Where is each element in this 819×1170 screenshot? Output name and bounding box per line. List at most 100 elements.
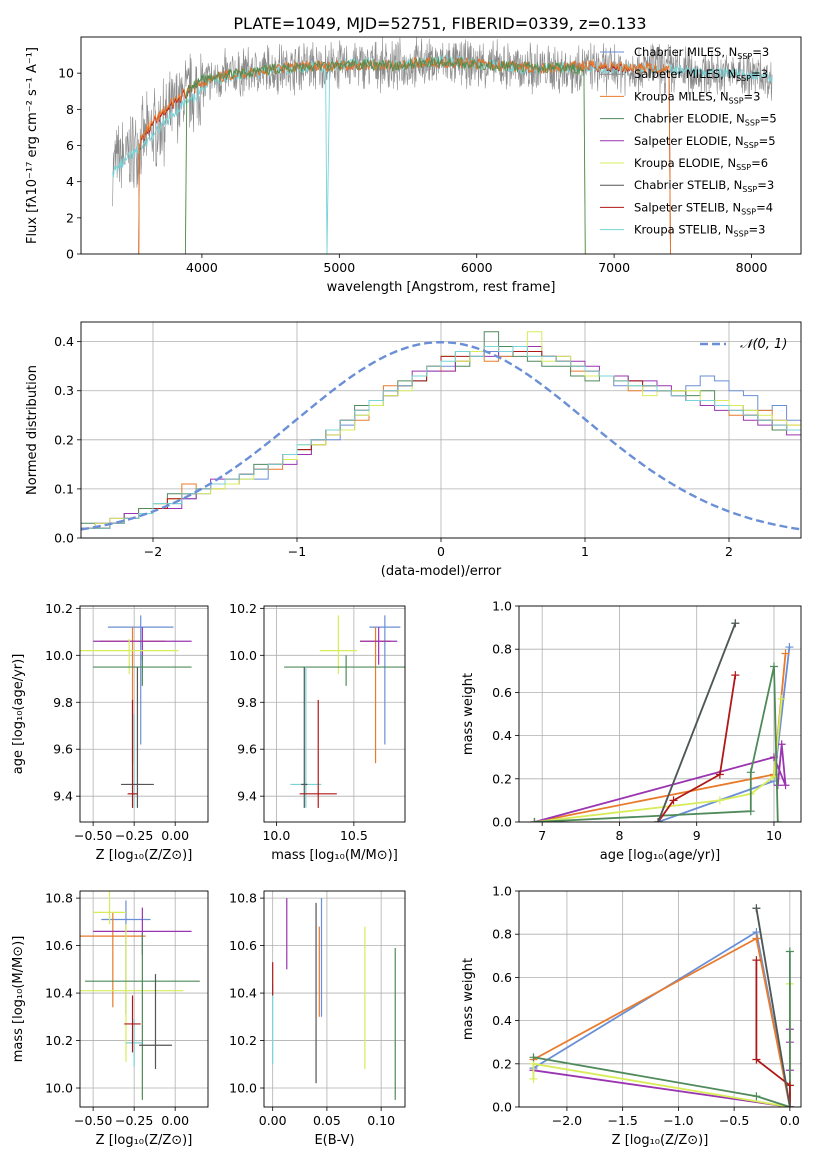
normal-curve <box>81 341 801 531</box>
mass-weight-line <box>657 622 737 822</box>
y-tick-label: 4 <box>66 174 74 189</box>
x-axis-label: E(B-V) <box>314 1133 354 1148</box>
normal-legend-label: 𝒩(0, 1) <box>740 337 787 352</box>
x-tick-label: 0.0 <box>780 1113 800 1128</box>
y-tick-label: 0.6 <box>492 970 512 985</box>
x-tick-label: −2 <box>144 544 162 559</box>
panel-age_vs_mass: 10.0 10.5 9.4 9.6 9.8 10.0 10.2 mass [log₁₀(M/M… <box>229 601 406 863</box>
legend-entry-label: Chabrier STELIB, NSSP=3 <box>634 178 774 194</box>
x-tick-label: 10 <box>766 828 782 843</box>
y-tick-label: 6 <box>66 138 74 153</box>
axes-frame <box>518 605 802 823</box>
y-axis-label: Flux [fλ10⁻¹⁷ erg cm⁻² s⁻¹ A⁻¹] <box>25 47 40 244</box>
mass-weight-line <box>657 646 791 822</box>
x-axis-label: age [log₁₀(age/yr)] <box>600 848 721 863</box>
mass-weight-point <box>781 781 790 790</box>
legend-entry-tail: =6 <box>751 156 768 170</box>
legend-entry-sub: SSP <box>734 230 749 239</box>
legend-entry-tail: =3 <box>751 67 768 81</box>
y-tick-label: 0.8 <box>492 927 512 942</box>
legend-entry-main: Kroupa STELIB, N <box>634 223 734 237</box>
legend-entry-label: Kroupa ELODIE, NSSP=6 <box>634 156 768 172</box>
y-tick-label: 0.6 <box>492 685 512 700</box>
axes-frame <box>79 605 209 823</box>
plot-area-massweight_vs_Z <box>529 904 794 1107</box>
mass-weight-point <box>785 1103 794 1107</box>
legend-entry-tail: =4 <box>756 200 773 214</box>
x-tick-label: −0.50 <box>74 828 112 843</box>
legend-entry-main: Kroupa ELODIE, N <box>634 156 736 170</box>
mass-weight-point <box>785 947 794 956</box>
figure-title: PLATE=1049, MJD=52751, FIBERID=0339, z=0… <box>233 14 646 33</box>
mass-weight-line <box>533 951 791 1107</box>
axes-frame-mass_vs_Z: −0.50 −0.25 0.00 10.0 10.2 10.4 10.6 10.8 Z [log… <box>11 890 209 1148</box>
y-axis-label: mass [log₁₀(M/M⊙)] <box>11 936 26 1063</box>
mass-weight-point <box>529 1053 538 1062</box>
x-tick-label: 10.5 <box>340 828 368 843</box>
axes-frame <box>263 890 406 1108</box>
legend-entry-tail: =3 <box>749 223 766 237</box>
x-tick-label: 2 <box>725 544 733 559</box>
panel-mass_vs_EBV: 0.00 0.05 0.10 10.0 10.2 10.4 10.6 10.8 E(B-V) <box>229 890 406 1148</box>
plot-area-age_vs_Z <box>80 615 192 808</box>
legend-entry-label: Chabrier ELODIE, NSSP=5 <box>634 112 777 128</box>
x-tick-label: 0.00 <box>161 1113 189 1128</box>
mass-weight-point <box>731 671 740 680</box>
x-tick-label: 0.05 <box>313 1113 341 1128</box>
plot-area-residual_hist <box>81 331 801 531</box>
y-tick-label: 10.0 <box>45 648 73 663</box>
y-tick-label: 0.0 <box>492 1100 512 1115</box>
mass-weight-line <box>534 698 783 822</box>
mass-weight-point <box>752 1055 761 1064</box>
y-tick-label: 0.4 <box>492 728 512 743</box>
y-tick-label: 9.6 <box>237 742 257 757</box>
x-tick-label: 5000 <box>323 260 355 275</box>
mass-weight-point <box>785 643 794 652</box>
mass-weight-point <box>773 818 782 822</box>
y-tick-label: 0.3 <box>54 383 74 398</box>
x-tick-label: 7 <box>538 828 546 843</box>
y-tick-label: 0.1 <box>54 481 74 496</box>
y-tick-label: 10.0 <box>229 1081 257 1096</box>
mass-weight-point <box>781 649 790 658</box>
legend-entry-label: Salpeter ELODIE, NSSP=5 <box>634 134 776 150</box>
histogram-step <box>81 346 801 529</box>
y-tick-label: 0 <box>66 247 74 262</box>
legend-entry-tail: =3 <box>757 178 774 192</box>
mass-weight-line <box>533 931 791 1107</box>
legend-entry-main: Salpeter MILES, N <box>634 67 736 81</box>
model-spectrum-line <box>184 56 586 254</box>
legend-entry-sub: SSP <box>744 141 759 150</box>
y-tick-label: 1.0 <box>492 599 512 614</box>
y-tick-label: 0.4 <box>492 1013 512 1028</box>
x-tick-label: 1 <box>581 544 589 559</box>
x-tick-label: 10.0 <box>262 828 290 843</box>
x-tick-label: 7000 <box>598 260 630 275</box>
y-axis-label: mass weight <box>461 673 476 755</box>
legend-entry-main: Chabrier STELIB, N <box>634 178 742 192</box>
spectrum-legend: Chabrier MILES, NSSP=3 Salpeter MILES, N S… <box>600 45 777 239</box>
y-tick-label: 9.8 <box>53 695 73 710</box>
y-tick-label: 0.0 <box>54 531 74 546</box>
mass-weight-point <box>752 956 761 965</box>
x-tick-label: 4000 <box>186 260 218 275</box>
y-tick-label: 9.8 <box>237 695 257 710</box>
y-axis-label: mass weight <box>461 958 476 1040</box>
x-tick-label: −0.25 <box>115 828 153 843</box>
y-tick-label: 2 <box>66 210 74 225</box>
model-spectrum-line <box>138 56 671 254</box>
axes-frame-residual_hist: −2 −1 0 1 2 0.0 0.1 0.2 0.3 0.4 (data-model)/error… <box>25 321 802 579</box>
x-tick-label: 8 <box>615 828 623 843</box>
x-tick-label: −1.0 <box>663 1113 693 1128</box>
legend-entry-sub: SSP <box>736 163 751 172</box>
observed-spectrum <box>112 37 773 207</box>
plot-area-massweight_vs_age <box>530 619 794 822</box>
y-axis-label: Normed distribution <box>25 365 40 495</box>
legend-entry-main: Chabrier ELODIE, N <box>634 112 745 126</box>
y-tick-label: 0.0 <box>492 815 512 830</box>
legend-entry-label: Chabrier MILES, NSSP=3 <box>634 45 769 61</box>
x-tick-label: 6000 <box>461 260 493 275</box>
plot-area-mass_vs_Z <box>80 891 200 1100</box>
legend-entry-tail: =3 <box>744 89 761 103</box>
